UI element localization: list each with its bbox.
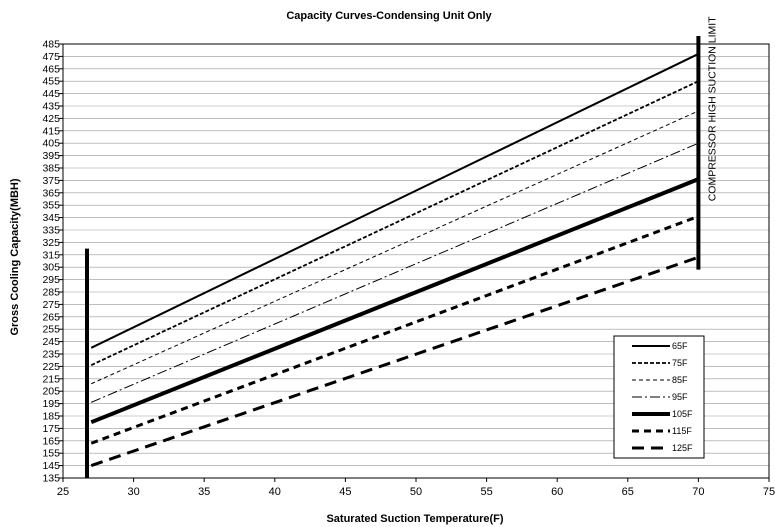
y-tick-label: 285 [42, 287, 60, 299]
x-tick-label: 60 [551, 486, 563, 498]
y-tick-label: 365 [42, 187, 60, 199]
legend: 65F 75F 85F 95F 105F 115F 125F [613, 335, 705, 459]
legend-label-115F: 115F [672, 426, 692, 436]
y-tick-label: 235 [42, 349, 60, 361]
legend-label-105F: 105F [672, 409, 693, 419]
y-tick-label: 245 [42, 336, 60, 348]
legend-label-65F: 65F [672, 341, 688, 351]
y-tick-label: 465 [42, 63, 60, 75]
series-line-115F [90, 214, 699, 445]
x-tick-label: 40 [269, 486, 281, 498]
legend-label-75F: 75F [672, 358, 688, 368]
series-lines [90, 53, 700, 468]
series-line-85F [91, 110, 699, 385]
series-line-125F [90, 255, 699, 468]
y-tick-label: 225 [42, 361, 60, 373]
y-tick-label: 205 [42, 386, 60, 398]
x-tick-label: 55 [480, 486, 492, 498]
y-tick-label: 455 [42, 76, 60, 88]
y-tick-label: 325 [42, 237, 60, 249]
series-line-75F [90, 80, 699, 366]
series-line-105F [90, 177, 700, 425]
x-tick-label: 75 [763, 486, 775, 498]
x-tick-label: 45 [339, 486, 351, 498]
y-tick-label: 215 [42, 373, 60, 385]
y-tick-label: 475 [42, 51, 60, 63]
y-tick-label: 175 [42, 423, 60, 435]
y-tick-label: 485 [42, 39, 60, 51]
y-tick-label: 375 [42, 175, 60, 187]
x-tick-label: 25 [57, 486, 69, 498]
y-tick-label: 435 [42, 101, 60, 113]
y-tick-label: 185 [42, 411, 60, 423]
x-tick-label: 35 [198, 486, 210, 498]
limit-annotation: COMPRESSOR HIGH SUCTION LIMIT [706, 16, 718, 202]
y-tick-label: 385 [42, 163, 60, 175]
limit-lines: COMPRESSOR HIGH SUCTION LIMIT [85, 16, 718, 478]
legend-label-85F: 85F [672, 375, 688, 385]
y-tick-label: 135 [42, 473, 60, 485]
y-tick-label: 195 [42, 398, 60, 410]
y-tick-label: 265 [42, 311, 60, 323]
y-tick-label: 255 [42, 324, 60, 336]
y-tick-labels: 1351451551651751851952052152252352452552… [42, 39, 60, 485]
y-tick-label: 165 [42, 435, 60, 447]
y-tick-label: 405 [42, 138, 60, 150]
y-tick-label: 335 [42, 225, 60, 237]
x-tick-label: 50 [410, 486, 422, 498]
x-tick-label: 70 [692, 486, 704, 498]
y-axis-label: Gross Cooling Capacity(MBH) [9, 178, 21, 335]
x-tick-label: 65 [622, 486, 634, 498]
chart-title: Capacity Curves-Condensing Unit Only [286, 10, 492, 22]
series-line-95F [91, 142, 699, 403]
y-tick-label: 355 [42, 200, 60, 212]
y-tick-label: 445 [42, 88, 60, 100]
y-tick-label: 315 [42, 249, 60, 261]
y-tick-label: 155 [42, 448, 60, 460]
legend-label-125F: 125F [672, 443, 693, 453]
y-tick-label: 295 [42, 274, 60, 286]
y-tick-label: 145 [42, 460, 60, 472]
y-tick-label: 275 [42, 299, 60, 311]
x-axis-label: Saturated Suction Temperature(F) [326, 513, 503, 525]
y-tick-label: 415 [42, 125, 60, 137]
y-tick-label: 425 [42, 113, 60, 125]
y-tick-label: 305 [42, 262, 60, 274]
x-tick-labels: 25 30 35 40 45 50 55 60 65 70 75 [57, 478, 775, 498]
plot-area-border [62, 43, 770, 479]
series-line-65F [90, 53, 699, 349]
y-tick-label: 345 [42, 212, 60, 224]
legend-label-95F: 95F [672, 392, 688, 402]
x-tick-label: 30 [127, 486, 139, 498]
y-tick-label: 395 [42, 150, 60, 162]
